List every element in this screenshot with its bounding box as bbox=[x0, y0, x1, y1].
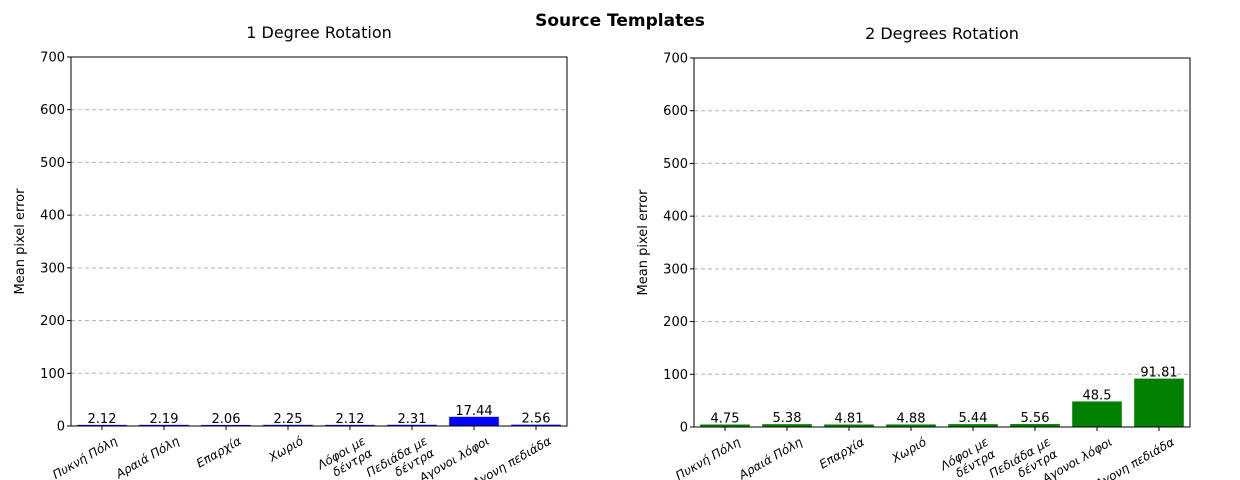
x-tick-label-line: Πυκνή Πόλη bbox=[673, 435, 743, 480]
subplot-2: 2 Degrees Rotation 0 100 200 300 400 500 600 700… bbox=[636, 24, 1191, 480]
bar bbox=[325, 424, 375, 426]
bar bbox=[824, 424, 874, 427]
x-tick-label: Χωριό bbox=[889, 435, 929, 466]
y-tick-label: 500 bbox=[40, 156, 65, 171]
x-tick-label-line: Χωριό bbox=[889, 435, 929, 466]
y-tick-label: 400 bbox=[40, 209, 65, 224]
bar bbox=[139, 424, 189, 426]
axes-frame bbox=[693, 57, 1191, 428]
x-tick-label: Πυκνή Πόλη bbox=[50, 434, 120, 480]
data-label: 5.56 bbox=[1021, 411, 1050, 426]
bar bbox=[700, 424, 750, 427]
y-tick-label: 600 bbox=[40, 103, 65, 118]
y-tick-label: 600 bbox=[663, 104, 688, 119]
y-tick-label: 700 bbox=[40, 51, 65, 66]
figure-title: Source Templates bbox=[535, 11, 705, 31]
data-label: 2.12 bbox=[88, 412, 117, 427]
x-tick-label-line: Αραιά Πόλη bbox=[736, 435, 805, 480]
y-tick-label: 0 bbox=[57, 420, 65, 435]
data-label: 4.81 bbox=[835, 411, 864, 426]
y-tick-label: 200 bbox=[663, 315, 688, 330]
bar bbox=[387, 424, 437, 426]
data-label: 4.88 bbox=[897, 411, 926, 426]
y-tick-label: 300 bbox=[40, 261, 65, 276]
x-tick-label: Αραιά Πόλη bbox=[736, 435, 805, 480]
y-tick-label: 400 bbox=[663, 210, 688, 225]
bar bbox=[1072, 401, 1122, 427]
data-label: 48.5 bbox=[1083, 388, 1112, 403]
y-tick-label: 100 bbox=[663, 368, 688, 383]
x-tick-label: Πυκνή Πόλη bbox=[673, 435, 743, 480]
bar bbox=[886, 424, 936, 427]
x-tick-label-line: Επαρχία bbox=[817, 435, 867, 472]
y-tick-label: 500 bbox=[663, 157, 688, 172]
data-label: 2.19 bbox=[150, 412, 179, 427]
subplot-1: 1 Degree Rotation 0 100 200 300 400 500 600 700 2… bbox=[13, 23, 568, 480]
data-label: 2.31 bbox=[398, 412, 427, 427]
x-tick-label-line: Χωριό bbox=[266, 434, 306, 465]
y-tick-label: 0 bbox=[680, 421, 688, 436]
x-tick-label: Χωριό bbox=[266, 434, 306, 465]
bar bbox=[449, 416, 499, 426]
bar bbox=[762, 424, 812, 427]
x-tick-label-line: Πυκνή Πόλη bbox=[50, 434, 120, 480]
bar bbox=[948, 424, 998, 427]
data-label: 5.38 bbox=[773, 411, 802, 426]
data-label: 2.12 bbox=[336, 412, 365, 427]
data-label: 2.06 bbox=[212, 412, 241, 427]
bar bbox=[201, 424, 251, 426]
data-label: 4.75 bbox=[711, 411, 740, 426]
x-tick-label: Επαρχία bbox=[817, 435, 867, 472]
x-tick-label: Αραιά Πόλη bbox=[113, 434, 182, 480]
data-label: 91.81 bbox=[1140, 366, 1177, 381]
bar bbox=[77, 424, 127, 426]
bar bbox=[1134, 378, 1184, 427]
y-tick-label: 300 bbox=[663, 262, 688, 277]
bar bbox=[511, 424, 561, 426]
data-label: 5.44 bbox=[959, 411, 988, 426]
axes-frame bbox=[70, 56, 568, 427]
x-tick-label: Επαρχία bbox=[194, 434, 244, 471]
subplot-title: 2 Degrees Rotation bbox=[865, 24, 1019, 43]
bar bbox=[1010, 424, 1060, 427]
y-axis-label: Mean pixel error bbox=[13, 188, 28, 295]
y-tick-label: 100 bbox=[40, 367, 65, 382]
data-label: 2.25 bbox=[274, 412, 303, 427]
x-tick-label-line: Επαρχία bbox=[194, 434, 244, 471]
y-tick-label: 200 bbox=[40, 314, 65, 329]
subplot-title: 1 Degree Rotation bbox=[246, 23, 392, 42]
y-tick-label: 700 bbox=[663, 52, 688, 67]
x-tick-label-line: Αραιά Πόλη bbox=[113, 434, 182, 480]
data-label: 2.56 bbox=[522, 412, 551, 427]
bar bbox=[263, 424, 313, 426]
data-label: 17.44 bbox=[455, 404, 492, 419]
y-axis-label: Mean pixel error bbox=[636, 189, 651, 296]
